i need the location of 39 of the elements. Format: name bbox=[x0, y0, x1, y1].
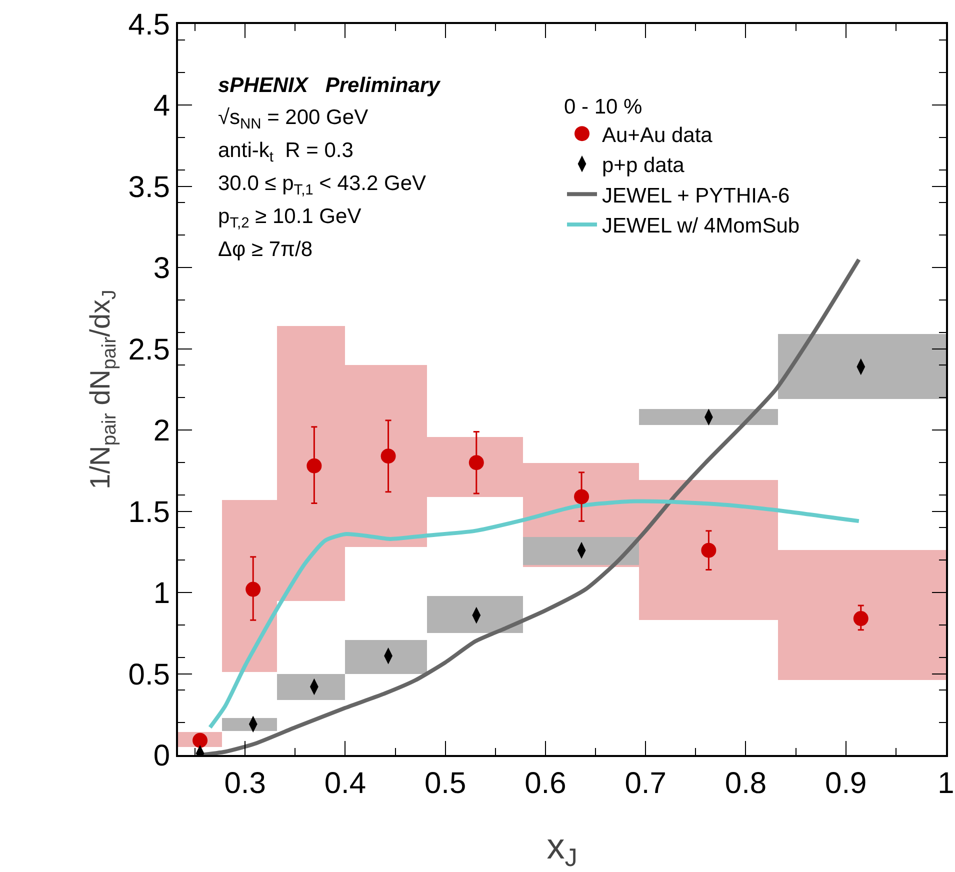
y-tick-label: 1 bbox=[153, 577, 170, 610]
x-axis-title: x$_{J}$ bbox=[546, 825, 578, 872]
x-tick-label: 0.3 bbox=[224, 767, 266, 800]
annotation: sPHENIX Preliminary bbox=[218, 74, 442, 97]
legend-label: JEWEL w/ 4MomSub bbox=[602, 214, 800, 238]
point bbox=[246, 582, 261, 597]
legend-title: 0 - 10 % bbox=[564, 95, 642, 118]
y-tick-label: 1.5 bbox=[128, 496, 170, 529]
y-tick-label: 3.5 bbox=[128, 170, 170, 204]
x-tick-label: 0.4 bbox=[324, 767, 366, 800]
x-tick-label: 0.9 bbox=[825, 767, 867, 800]
annotation: anti-k$_{t}$ R = 0.3 bbox=[218, 139, 354, 166]
annotation: √s$_{NN}$ = 200 GeV bbox=[218, 106, 368, 132]
x-tick-label: 1 bbox=[938, 767, 954, 800]
y-tick-label: 3 bbox=[153, 252, 170, 286]
x-tick-label: 0.6 bbox=[524, 767, 566, 800]
point bbox=[192, 732, 208, 748]
y-tick-label: 2 bbox=[153, 414, 170, 448]
point bbox=[701, 542, 716, 558]
point bbox=[853, 611, 868, 626]
point bbox=[306, 458, 322, 474]
point bbox=[574, 489, 590, 504]
y-tick-label: 0.5 bbox=[128, 658, 170, 692]
annotation: Δφ ≥ 7π/8 bbox=[218, 238, 313, 261]
legend-label: JEWEL + PYTHIA-6 bbox=[602, 184, 790, 208]
annotation: p$_{T,2}$ ≥ 10.1 GeV bbox=[218, 205, 362, 232]
line-series bbox=[208, 499, 861, 730]
point bbox=[468, 455, 484, 470]
y-tick-label: 2.5 bbox=[128, 333, 170, 366]
legend-label: p+p data bbox=[602, 154, 685, 178]
y-tick-label: 4.5 bbox=[128, 8, 170, 42]
y-tick-label: 0 bbox=[153, 740, 170, 772]
x-tick-label: 0.8 bbox=[724, 767, 767, 800]
point bbox=[380, 448, 396, 464]
annotation: 30.0 ≤ p$_{T,1}$ < 43.2 GeV bbox=[218, 172, 426, 198]
x-tick-label: 0.7 bbox=[624, 767, 666, 800]
y-tick-label: 4 bbox=[153, 90, 170, 123]
legend-label: Au+Au data bbox=[602, 124, 713, 147]
x-tick-label: 0.5 bbox=[424, 767, 466, 800]
